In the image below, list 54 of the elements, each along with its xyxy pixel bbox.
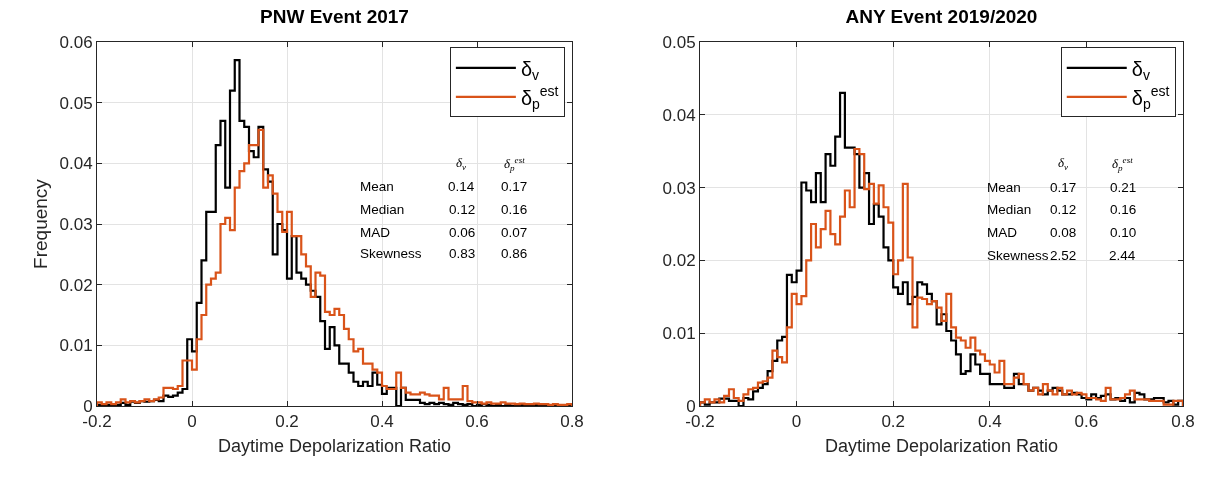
y-axis-title: Frequency: [30, 178, 52, 269]
annotation: Mean: [987, 180, 1021, 195]
annotation: MAD: [987, 225, 1018, 240]
annotation: 0.12: [1050, 202, 1077, 217]
x-tick-label: 0.6: [465, 412, 489, 432]
annotation: 0.17: [1050, 180, 1077, 195]
annotation: 0.16: [501, 202, 528, 217]
x-tick-label: 0.8: [560, 412, 584, 432]
annotation: 0.10: [1110, 225, 1137, 240]
annotation: MAD: [360, 225, 391, 240]
annotation: Skewness: [360, 246, 422, 261]
annotation: Median: [360, 202, 405, 217]
x-tick-label: 0: [791, 412, 802, 432]
y-tick-label: 0.01: [59, 336, 93, 356]
annotation: 0.16: [1110, 202, 1137, 217]
annotation: 0.12: [449, 202, 476, 217]
y-tick-label: 0.02: [662, 251, 696, 271]
x-tick-label: 0.2: [881, 412, 906, 432]
y-tick-label: 0.05: [662, 32, 696, 52]
annotation: Mean: [360, 179, 394, 194]
annotation: 0.17: [501, 179, 528, 194]
annotation: 0.21: [1110, 180, 1137, 195]
annotation: Skewness: [987, 248, 1049, 263]
y-tick-label: 0.02: [59, 275, 93, 295]
chart-title: ANY Event 2019/2020: [845, 6, 1038, 28]
annotation: 0.07: [501, 225, 528, 240]
annotation: 0.08: [1050, 225, 1077, 240]
legend-label: δ$_{v}$: [520, 57, 540, 83]
legend-label: δ$_{v}$: [1131, 57, 1150, 83]
annotation: 2.52: [1050, 248, 1077, 263]
y-tick-label: 0.04: [662, 105, 696, 125]
annotation: δ$_{v}$: [456, 155, 468, 172]
x-tick-label: 0: [187, 412, 197, 432]
annotation: 0.83: [449, 246, 476, 261]
y-tick-label: 0.03: [662, 178, 696, 198]
annotation: 0.86: [501, 246, 528, 261]
y-tick-label: 0.05: [59, 93, 93, 113]
x-tick-label: 0.6: [1074, 412, 1099, 432]
y-tick-label: 0.03: [59, 214, 93, 234]
x-tick-label: 0.8: [1171, 412, 1195, 432]
x-tick-label: 0.4: [977, 412, 1002, 432]
chart-title: PNW Event 2017: [260, 6, 409, 28]
annotation: 0.14: [448, 179, 475, 194]
annotation: 0.06: [449, 225, 476, 240]
x-axis-title: Daytime Depolarization Ratio: [824, 435, 1059, 456]
y-tick-label: 0.04: [59, 154, 93, 174]
annotation: δ$_{v}$: [1058, 155, 1070, 172]
y-tick-label: 0.01: [662, 324, 696, 344]
y-tick-label: 0.06: [59, 32, 93, 52]
annotation: 2.44: [1109, 248, 1136, 263]
x-axis-title: Daytime Depolarization Ratio: [217, 435, 452, 456]
x-tick-label: 0.2: [275, 412, 299, 432]
x-tick-label: 0.4: [370, 412, 394, 432]
annotation: Median: [987, 202, 1032, 217]
